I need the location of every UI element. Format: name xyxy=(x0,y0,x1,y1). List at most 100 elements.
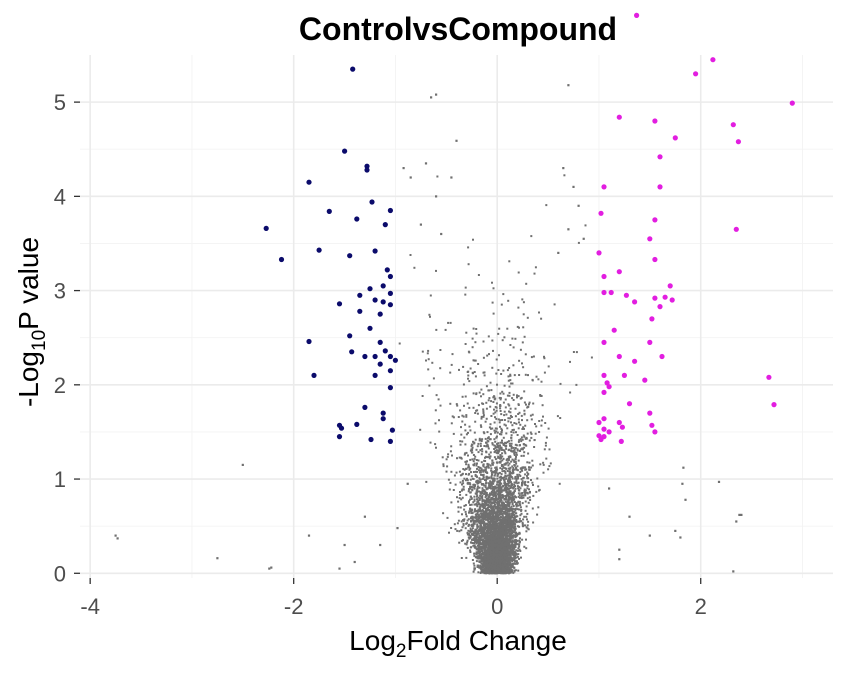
ns-point xyxy=(510,482,513,485)
ns-point xyxy=(499,398,502,401)
ns-point xyxy=(488,495,491,498)
ns-point xyxy=(476,409,479,412)
ns-point xyxy=(501,503,504,506)
ns-point xyxy=(474,528,477,531)
ns-point xyxy=(494,485,497,488)
ns-point xyxy=(481,483,484,486)
ns-point xyxy=(502,495,505,498)
ns-point xyxy=(472,372,474,375)
ns-point xyxy=(492,518,495,521)
ns-point xyxy=(489,455,492,458)
ns-point xyxy=(490,568,493,571)
ns-point xyxy=(457,416,460,418)
ns-point xyxy=(464,527,467,530)
ns-point xyxy=(496,501,498,504)
ns-point xyxy=(521,482,523,484)
ns-point xyxy=(470,443,473,446)
ns-point xyxy=(466,531,469,534)
ns-point xyxy=(451,353,454,356)
ns-point xyxy=(497,455,500,458)
ns-point xyxy=(470,541,473,544)
ns-point xyxy=(486,462,489,465)
ns-point xyxy=(495,471,498,474)
ns-point xyxy=(496,443,499,445)
ns-point xyxy=(530,466,533,469)
ns-point xyxy=(485,536,488,539)
ns-point xyxy=(478,521,481,524)
ns-point xyxy=(505,526,508,529)
ns-point xyxy=(515,455,517,458)
ns-point xyxy=(513,451,516,454)
ns-point xyxy=(508,490,511,493)
ns-point xyxy=(510,540,513,543)
ns-point xyxy=(490,554,493,556)
ns-point xyxy=(505,533,508,536)
ns-point xyxy=(508,557,511,559)
ns-point xyxy=(510,521,513,524)
ns-point xyxy=(526,497,529,500)
ns-point xyxy=(485,401,488,404)
ns-point xyxy=(483,518,486,521)
ns-point xyxy=(459,443,462,446)
ns-point xyxy=(492,401,495,403)
ns-point xyxy=(489,546,492,549)
ns-point xyxy=(495,531,498,534)
ns-point xyxy=(506,532,509,535)
ns-point xyxy=(484,514,487,517)
ns-point xyxy=(475,519,478,522)
ns-point xyxy=(505,505,508,508)
ns-point xyxy=(487,552,490,555)
ns-point xyxy=(467,466,470,469)
ns-point xyxy=(500,496,503,499)
ns-point xyxy=(519,348,522,351)
ns-point xyxy=(456,457,458,460)
ns-point xyxy=(542,415,544,418)
ns-point xyxy=(527,374,529,377)
ns-point xyxy=(476,512,479,515)
ns-point xyxy=(507,543,510,546)
ns-point xyxy=(484,455,487,458)
ns-point xyxy=(463,518,466,521)
ns-point xyxy=(517,403,520,406)
ns-point xyxy=(491,524,494,527)
ns-point xyxy=(513,468,516,471)
ns-point xyxy=(522,326,525,329)
ns-point xyxy=(539,463,542,466)
ns-point xyxy=(511,484,514,487)
ns-point xyxy=(480,440,483,442)
ns-point xyxy=(523,451,526,454)
ns-point xyxy=(494,493,497,496)
ns-point xyxy=(563,174,566,177)
ns-point xyxy=(459,491,461,493)
ns-point xyxy=(482,469,485,472)
ns-point xyxy=(513,464,516,467)
ns-point xyxy=(488,499,491,502)
ns-point xyxy=(473,544,476,547)
ns-point xyxy=(446,516,449,519)
ns-point xyxy=(467,263,470,266)
ns-point xyxy=(517,440,520,443)
ns-point xyxy=(479,449,482,452)
ns-point xyxy=(489,503,492,506)
ns-point xyxy=(547,365,550,368)
ns-point xyxy=(476,482,479,485)
ns-point xyxy=(508,391,511,394)
ns-point xyxy=(466,402,469,405)
ns-point xyxy=(489,483,492,486)
ns-point xyxy=(498,536,501,539)
ns-point xyxy=(511,458,514,461)
ns-point xyxy=(441,456,444,459)
ns-point xyxy=(506,518,509,521)
ns-point xyxy=(481,500,484,503)
ns-point xyxy=(498,396,501,399)
ns-point xyxy=(474,534,477,537)
ns-point xyxy=(470,509,473,512)
ns-point xyxy=(490,539,493,542)
ns-point xyxy=(497,452,500,455)
ns-point xyxy=(473,457,476,460)
ns-point xyxy=(495,514,497,517)
ns-point xyxy=(482,503,485,506)
ns-point xyxy=(526,419,529,422)
ns-point xyxy=(505,496,508,499)
ns-point xyxy=(489,433,492,436)
